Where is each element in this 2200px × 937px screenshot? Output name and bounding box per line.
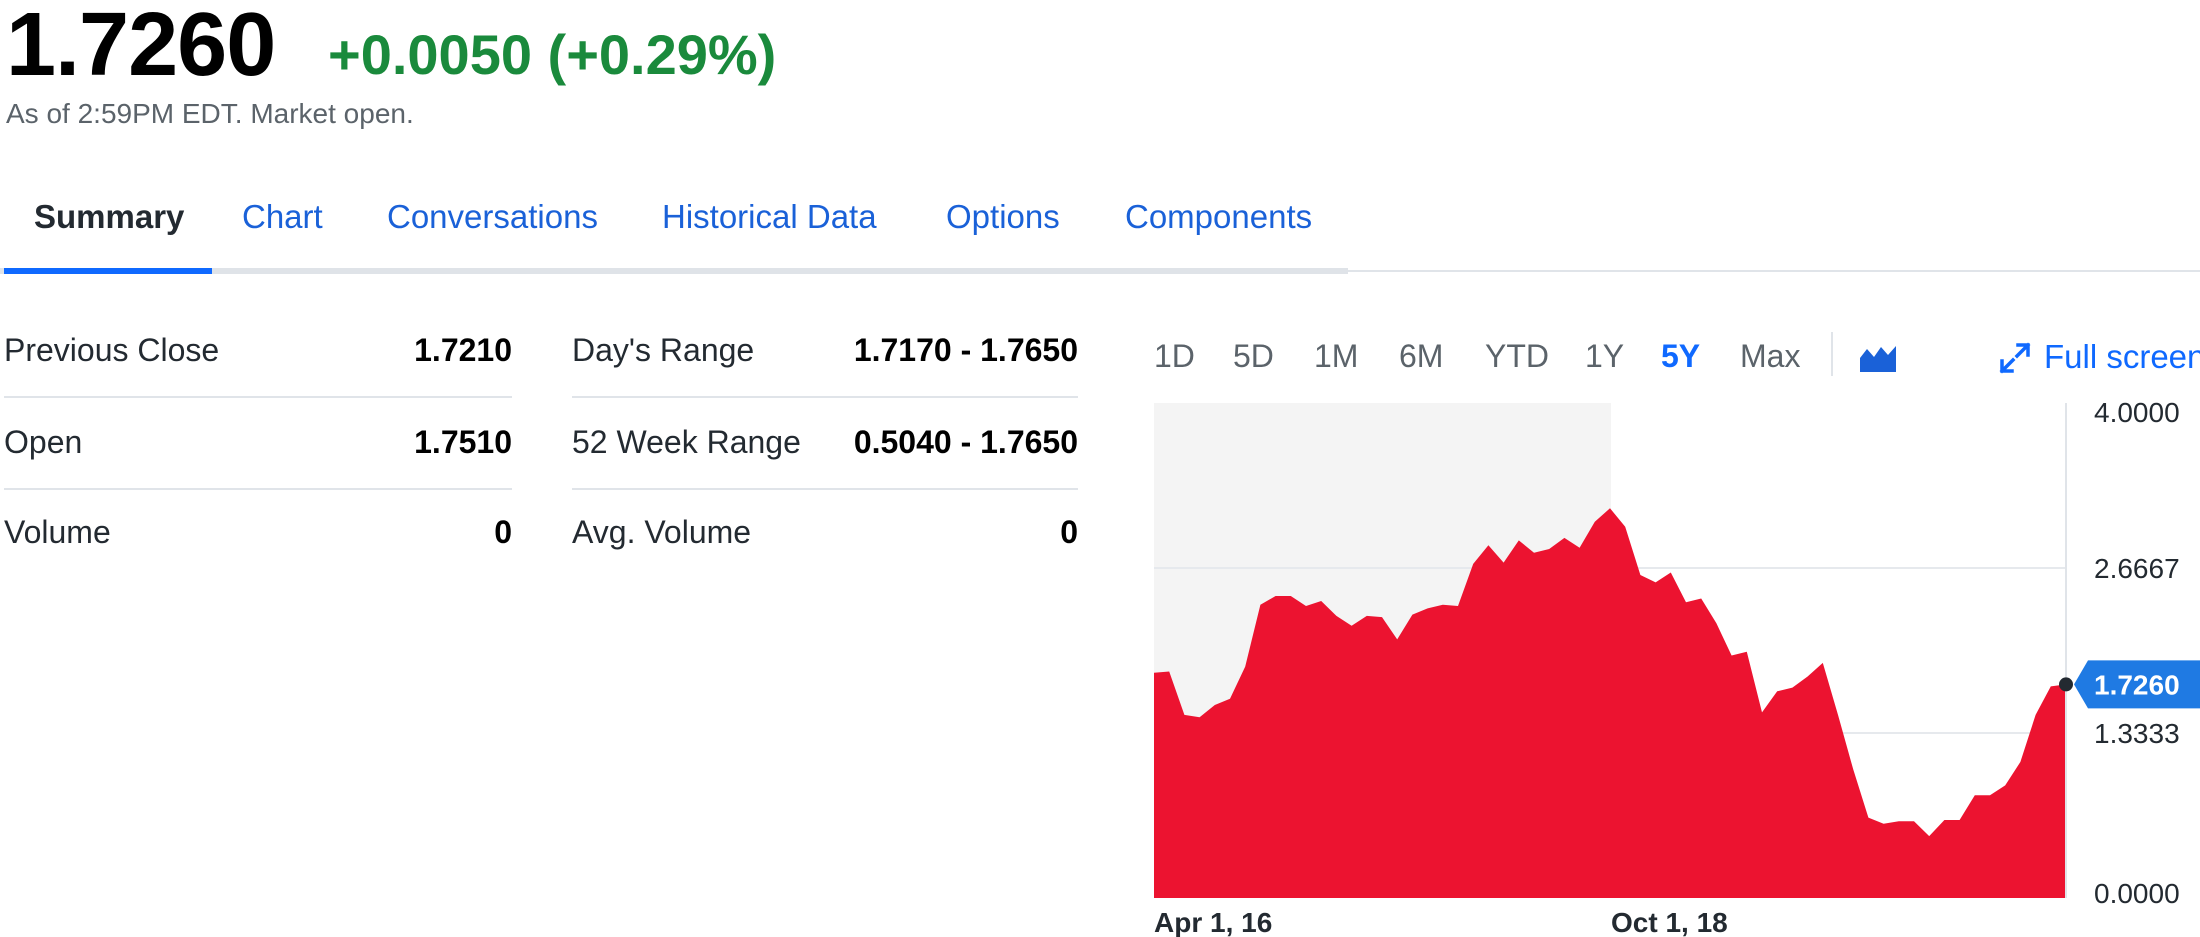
stat-label: Avg. Volume	[572, 514, 752, 550]
stat-label: 52 Week Range	[572, 424, 801, 460]
stat-label: Open	[4, 424, 83, 460]
price-change: +0.0050 (+0.29%)	[328, 23, 777, 86]
stat-row-previous-close: Previous Close 1.7210	[4, 306, 512, 398]
y-tick-label: 4.0000	[2094, 397, 2180, 428]
x-axis-ticks: Apr 1, 16 Oct 1, 18	[1154, 907, 1728, 937]
tab-conversations[interactable]: Conversations	[387, 198, 598, 235]
range-5d-button[interactable]: 5D	[1233, 338, 1274, 374]
range-1d-button[interactable]: 1D	[1154, 338, 1195, 374]
active-tab-indicator	[4, 268, 212, 274]
stat-row-52-week-range: 52 Week Range 0.5040 - 1.7650	[572, 398, 1078, 490]
mountain-chart-icon[interactable]	[1860, 344, 1896, 372]
range-5y-button[interactable]: 5Y	[1661, 338, 1701, 374]
tab-components[interactable]: Components	[1125, 198, 1313, 235]
range-1y-button[interactable]: 1Y	[1585, 338, 1625, 374]
x-tick-label: Oct 1, 18	[1611, 907, 1728, 937]
current-price: 1.7260	[6, 0, 276, 95]
tab-chart[interactable]: Chart	[242, 198, 323, 235]
shaded-period	[1154, 403, 1611, 898]
stat-row-days-range: Day's Range 1.7170 - 1.7650	[572, 306, 1078, 398]
stat-label: Previous Close	[4, 332, 220, 368]
current-value-badge: 1.7260	[2059, 660, 2200, 709]
badge-shape	[2074, 660, 2200, 709]
range-1m-button[interactable]: 1M	[1314, 338, 1359, 374]
stat-value: 0.5040 - 1.7650	[853, 424, 1078, 460]
range-ytd-button[interactable]: YTD	[1485, 338, 1549, 374]
market-status: As of 2:59PM EDT. Market open.	[6, 98, 414, 129]
y-tick-label: 2.6667	[2094, 553, 2180, 584]
fullscreen-label: Full screen	[2044, 338, 2200, 375]
tabs-track	[0, 268, 1348, 274]
current-value-label: 1.7260	[2094, 669, 2180, 700]
y-tick-label: 1.3333	[2094, 718, 2180, 749]
stat-value: 0	[1060, 514, 1078, 550]
stat-row-volume: Volume 0	[4, 488, 512, 580]
current-point	[2059, 677, 2073, 692]
stat-row-avg-volume: Avg. Volume 0	[572, 488, 1078, 580]
range-separator	[1831, 332, 1833, 376]
stat-value: 1.7170 - 1.7650	[853, 332, 1078, 368]
stat-value: 1.7510	[414, 424, 512, 460]
x-tick-label: Apr 1, 16	[1154, 907, 1272, 937]
price-area-series	[1154, 508, 2066, 898]
stat-label: Day's Range	[572, 332, 755, 368]
stat-label: Volume	[4, 514, 111, 550]
tab-summary[interactable]: Summary	[34, 198, 185, 235]
stat-value: 0	[494, 514, 512, 550]
y-tick-label: 0.0000	[2094, 878, 2180, 909]
expand-arrows-icon	[1999, 342, 2031, 374]
tab-historical-data[interactable]: Historical Data	[662, 198, 877, 235]
chart-range-bar: 1D 5D 1M 6M YTD 1Y 5Y Max Full screen	[1154, 330, 2200, 390]
y-axis-ticks: 4.0000 2.6667 1.3333 0.0000	[2094, 397, 2180, 909]
stat-value: 1.7210	[414, 332, 512, 368]
tab-options[interactable]: Options	[946, 198, 1060, 235]
quote-nav-tabs: Summary Chart Conversations Historical D…	[0, 190, 2200, 280]
stat-row-open: Open 1.7510	[4, 398, 512, 490]
range-6m-button[interactable]: 6M	[1399, 338, 1444, 374]
grid-lines	[1154, 567, 2066, 734]
range-max-button[interactable]: Max	[1740, 338, 1801, 374]
